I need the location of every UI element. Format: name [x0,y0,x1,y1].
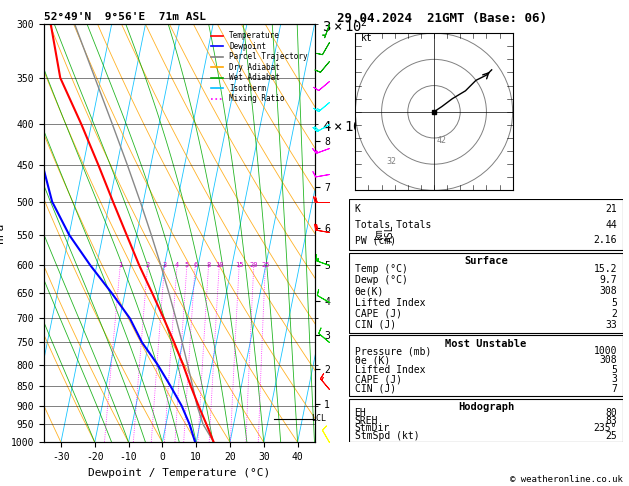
Text: 6: 6 [193,262,198,268]
Text: Lifted Index: Lifted Index [355,297,425,308]
Text: 2.16: 2.16 [594,235,617,245]
Text: 21: 21 [606,205,617,214]
Text: θe (K): θe (K) [355,355,390,365]
Text: 25: 25 [606,431,617,441]
Text: Lifted Index: Lifted Index [355,365,425,375]
Text: Dewp (°C): Dewp (°C) [355,276,408,285]
Text: 308: 308 [599,287,617,296]
Bar [349,335,623,396]
Text: 235°: 235° [594,423,617,434]
Text: 5: 5 [611,365,617,375]
Bar [349,253,623,333]
Text: CAPE (J): CAPE (J) [355,374,401,384]
Text: StmDir: StmDir [355,423,390,434]
Text: 5: 5 [185,262,189,268]
Text: Most Unstable: Most Unstable [445,339,526,349]
Text: StmSpd (kt): StmSpd (kt) [355,431,419,441]
Text: 10: 10 [215,262,223,268]
Text: 44: 44 [606,220,617,230]
Text: 32: 32 [387,157,397,166]
Text: 20: 20 [250,262,258,268]
Legend: Temperature, Dewpoint, Parcel Trajectory, Dry Adiabat, Wet Adiabat, Isotherm, Mi: Temperature, Dewpoint, Parcel Trajectory… [208,28,311,106]
Text: kt: kt [360,33,372,43]
X-axis label: Dewpoint / Temperature (°C): Dewpoint / Temperature (°C) [88,468,270,478]
Text: 33: 33 [606,320,617,330]
Text: 83: 83 [606,416,617,426]
Text: θe(K): θe(K) [355,287,384,296]
Text: 29.04.2024  21GMT (Base: 06): 29.04.2024 21GMT (Base: 06) [337,12,547,25]
Text: Surface: Surface [464,257,508,266]
Text: 1: 1 [118,262,123,268]
Text: Pressure (mb): Pressure (mb) [355,346,431,356]
Text: K: K [355,205,360,214]
Text: CIN (J): CIN (J) [355,384,396,394]
Text: 308: 308 [599,355,617,365]
Y-axis label: km
ASL: km ASL [374,225,395,242]
Text: Temp (°C): Temp (°C) [355,264,408,274]
Text: 9.7: 9.7 [599,276,617,285]
Text: 25: 25 [261,262,270,268]
Text: CAPE (J): CAPE (J) [355,309,401,319]
Text: EH: EH [355,408,366,418]
Text: 42: 42 [437,136,447,145]
Text: 52°49'N  9°56'E  71m ASL: 52°49'N 9°56'E 71m ASL [44,12,206,22]
Text: 3: 3 [162,262,167,268]
Bar [349,399,623,442]
Text: © weatheronline.co.uk: © weatheronline.co.uk [510,474,623,484]
Text: 8: 8 [206,262,211,268]
Text: 15: 15 [235,262,243,268]
Text: LCL: LCL [311,415,326,423]
Text: Totals Totals: Totals Totals [355,220,431,230]
Text: SREH: SREH [355,416,378,426]
Bar [349,199,623,250]
Text: CIN (J): CIN (J) [355,320,396,330]
Text: 15.2: 15.2 [594,264,617,274]
Text: PW (cm): PW (cm) [355,235,396,245]
Text: 3: 3 [611,374,617,384]
Text: Hodograph: Hodograph [458,402,514,412]
Text: 5: 5 [611,297,617,308]
Text: 4: 4 [175,262,179,268]
Text: 2: 2 [611,309,617,319]
Text: 80: 80 [606,408,617,418]
Text: 1000: 1000 [594,346,617,356]
Y-axis label: hPa: hPa [0,223,5,243]
Text: 2: 2 [145,262,150,268]
Text: 7: 7 [611,384,617,394]
